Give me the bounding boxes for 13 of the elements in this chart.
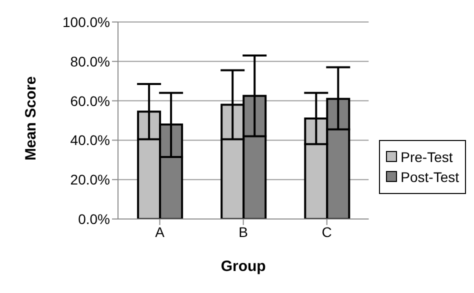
x-axis-title: Group	[220, 258, 266, 275]
y-axis-title: Mean Score	[22, 76, 40, 160]
y-tick-label: 100.0%	[62, 14, 110, 30]
y-tick-label: 80.0%	[70, 53, 110, 70]
y-tick-label: 60.0%	[70, 92, 110, 109]
x-tick-label: B	[238, 224, 248, 240]
x-tick-label: C	[322, 224, 332, 240]
legend-label: Pre-Test	[400, 148, 453, 164]
x-tick-label: A	[155, 224, 166, 240]
y-tick-label: 40.0%	[70, 132, 110, 148]
y-tick-label: 20.0%	[70, 172, 110, 188]
y-tick-label: 0.0%	[78, 210, 110, 227]
legend-label: Post-Test	[400, 168, 459, 184]
